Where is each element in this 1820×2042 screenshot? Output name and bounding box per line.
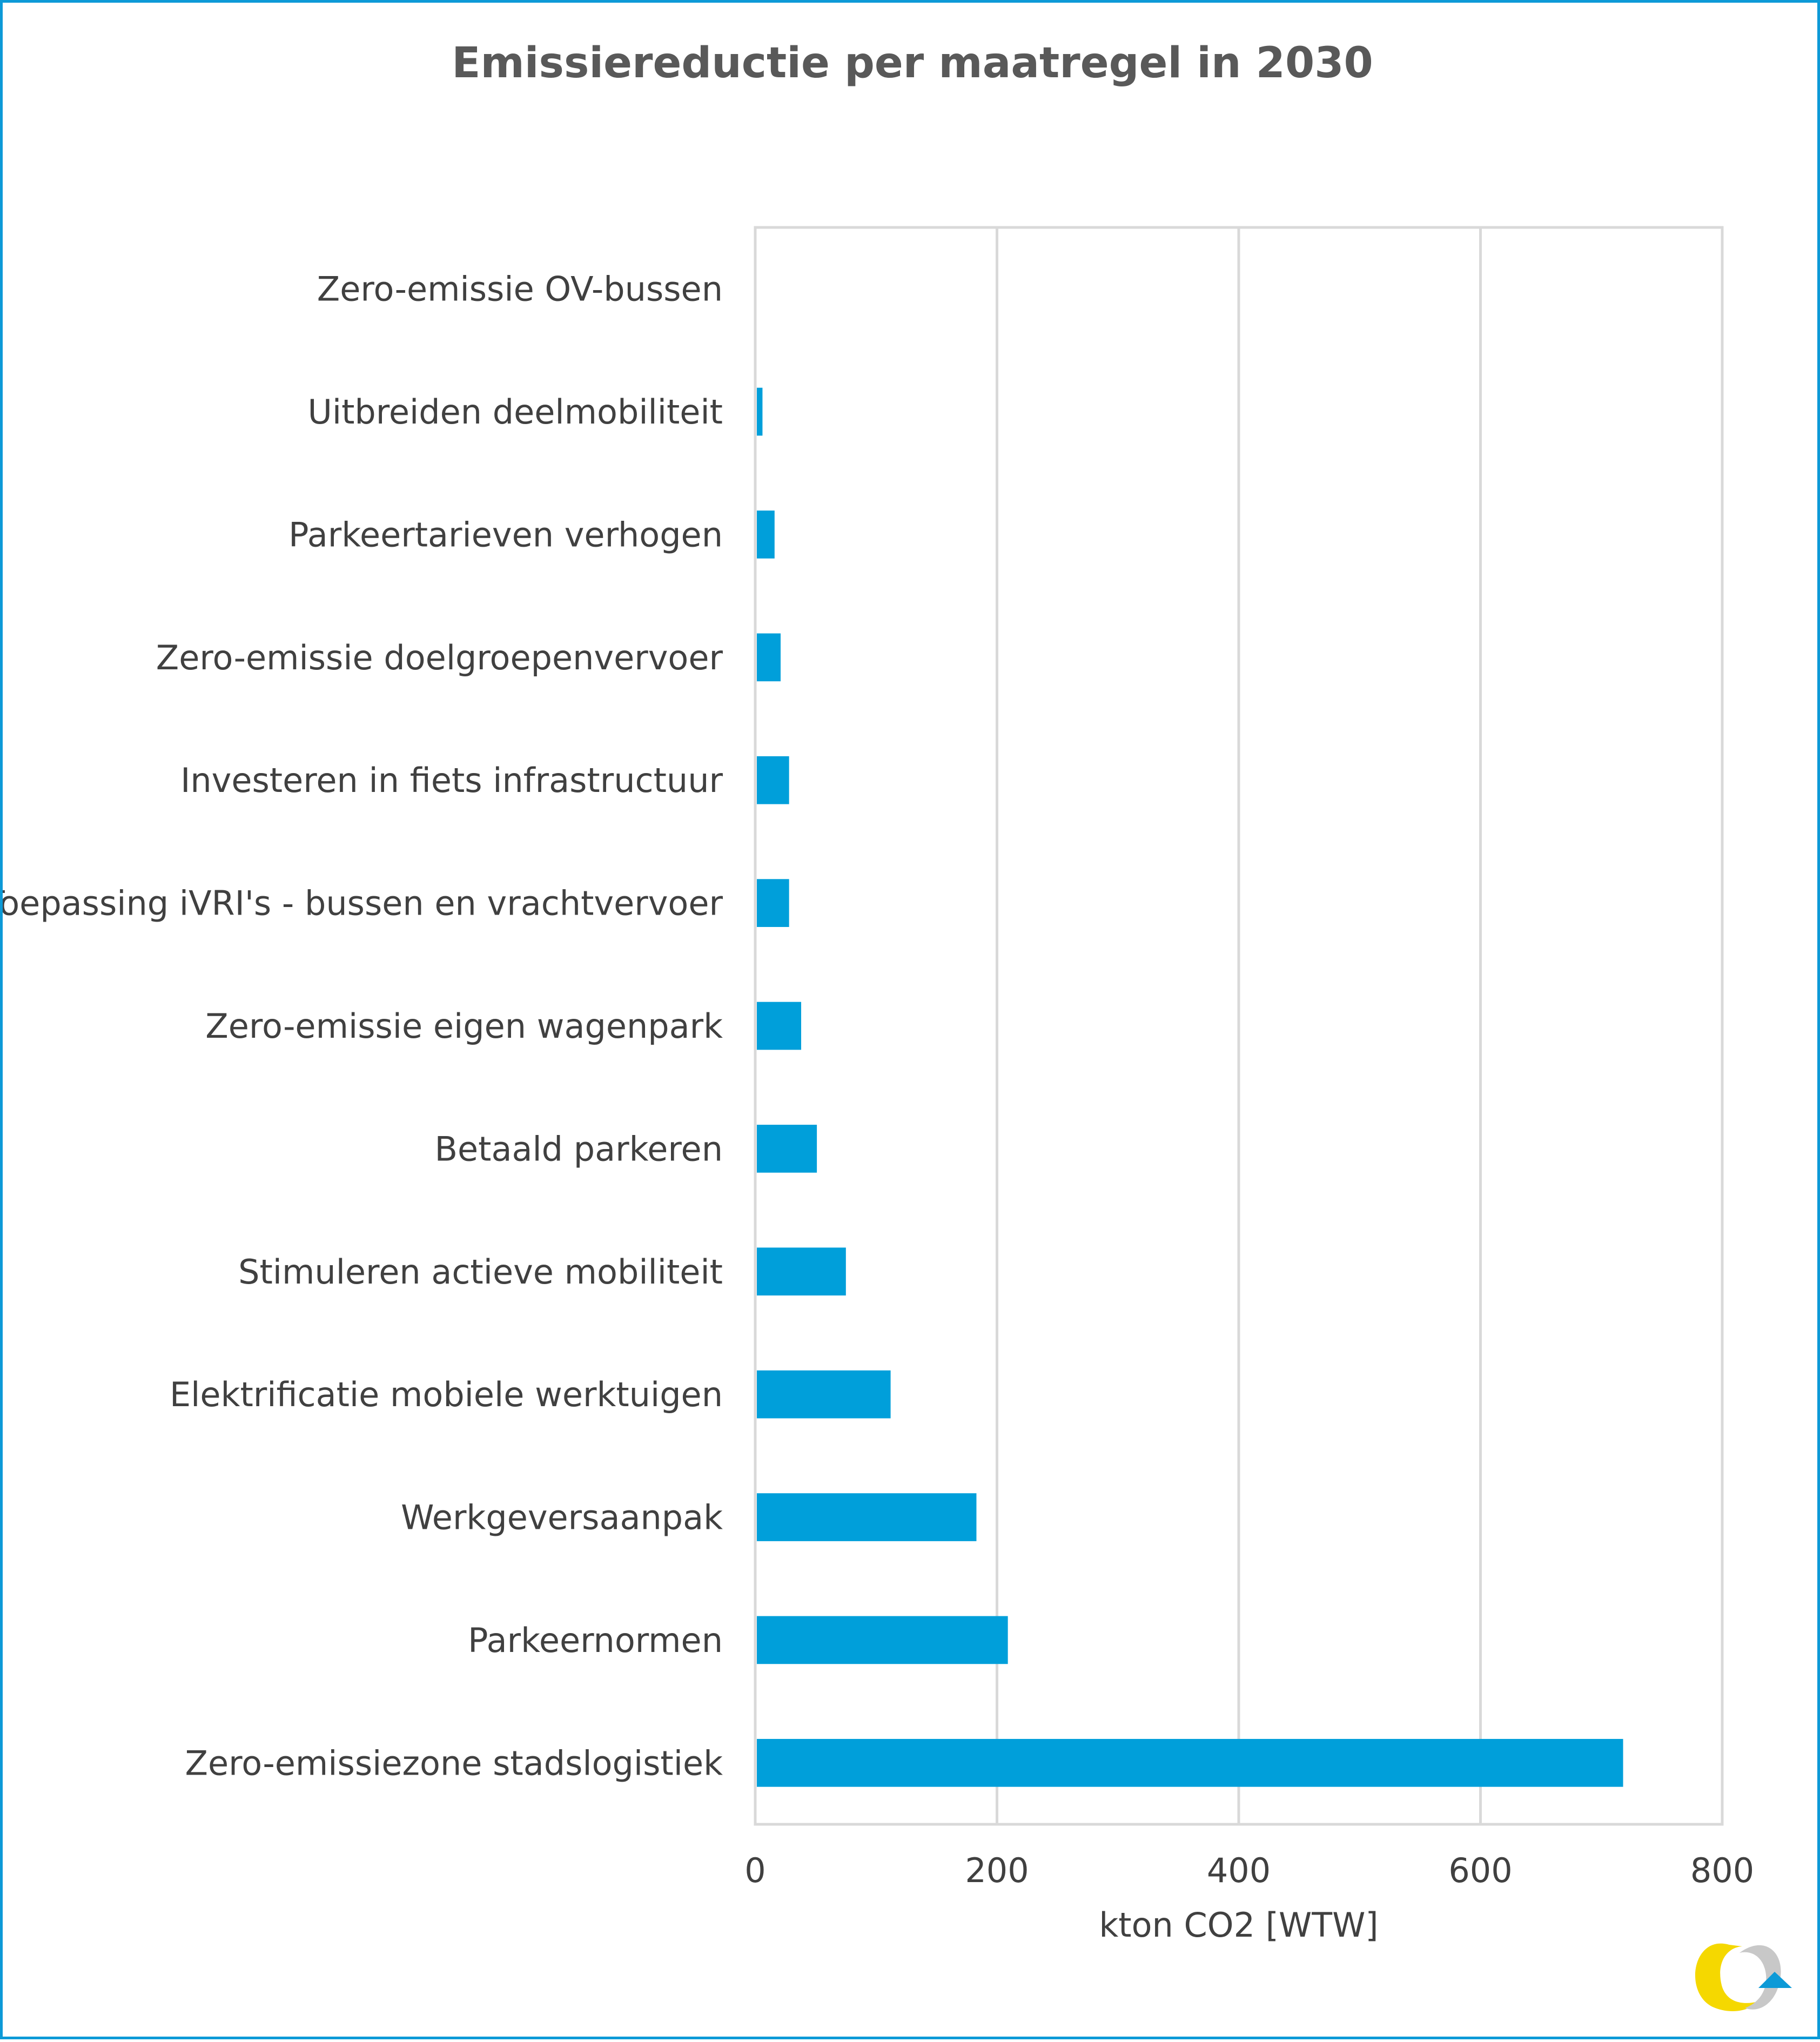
x-tick-label: 0 bbox=[744, 1851, 765, 1890]
category-label: Zero-emissie eigen wagenpark bbox=[205, 1006, 723, 1046]
category-label: Parkeertarieven verhogen bbox=[288, 515, 723, 554]
bar bbox=[757, 756, 789, 804]
x-tick-label: 800 bbox=[1690, 1851, 1754, 1890]
bar bbox=[757, 1247, 846, 1296]
category-label: Toepassing iVRI's - bussen en vrachtverv… bbox=[3, 884, 723, 923]
category-label: Zero-emissie OV-bussen bbox=[317, 270, 723, 309]
bar bbox=[757, 1370, 891, 1419]
chart-title: Emissiereductie per maatregel in 2030 bbox=[452, 39, 1373, 88]
bar bbox=[757, 1493, 977, 1541]
category-label: Stimuleren actieve mobiliteit bbox=[238, 1252, 723, 1292]
category-label: Investeren in fiets infrastructuur bbox=[180, 761, 723, 800]
category-label: Werkgeversaanpak bbox=[401, 1498, 723, 1537]
x-tick-label: 600 bbox=[1448, 1851, 1512, 1890]
gridlines bbox=[996, 227, 1482, 1824]
x-tick-label: 400 bbox=[1207, 1851, 1271, 1890]
x-tick-labels: 0 200 400 600 800 bbox=[744, 1851, 1754, 1890]
bar bbox=[757, 387, 763, 436]
bar-chart: Emissiereductie per maatregel in 2030 Ze… bbox=[3, 39, 1792, 2012]
bar bbox=[757, 1002, 802, 1050]
category-label: Zero-emissiezone stadslogistiek bbox=[185, 1743, 723, 1783]
category-label: Betaald parkeren bbox=[434, 1129, 723, 1168]
bar bbox=[757, 1616, 1008, 1664]
bar bbox=[757, 511, 775, 559]
bar bbox=[757, 633, 781, 682]
plot-area bbox=[754, 226, 1724, 1826]
category-labels: Zero-emissie OV-bussen Uitbreiden deelmob… bbox=[3, 270, 723, 1783]
category-label: Parkeernormen bbox=[468, 1621, 723, 1660]
x-axis-title: kton CO2 [WTW] bbox=[1099, 1905, 1378, 1945]
x-tick-label: 200 bbox=[965, 1851, 1029, 1890]
logo-icon bbox=[1695, 1943, 1792, 2012]
category-label: Zero-emissie doelgroepenvervoer bbox=[156, 638, 723, 677]
category-label: Elektrificatie mobiele werktuigen bbox=[170, 1375, 723, 1414]
bar bbox=[757, 879, 789, 927]
category-label: Uitbreiden deelmobiliteit bbox=[308, 392, 723, 432]
bar bbox=[757, 1738, 1623, 1787]
bar bbox=[757, 1125, 817, 1173]
bars bbox=[757, 387, 1623, 1787]
